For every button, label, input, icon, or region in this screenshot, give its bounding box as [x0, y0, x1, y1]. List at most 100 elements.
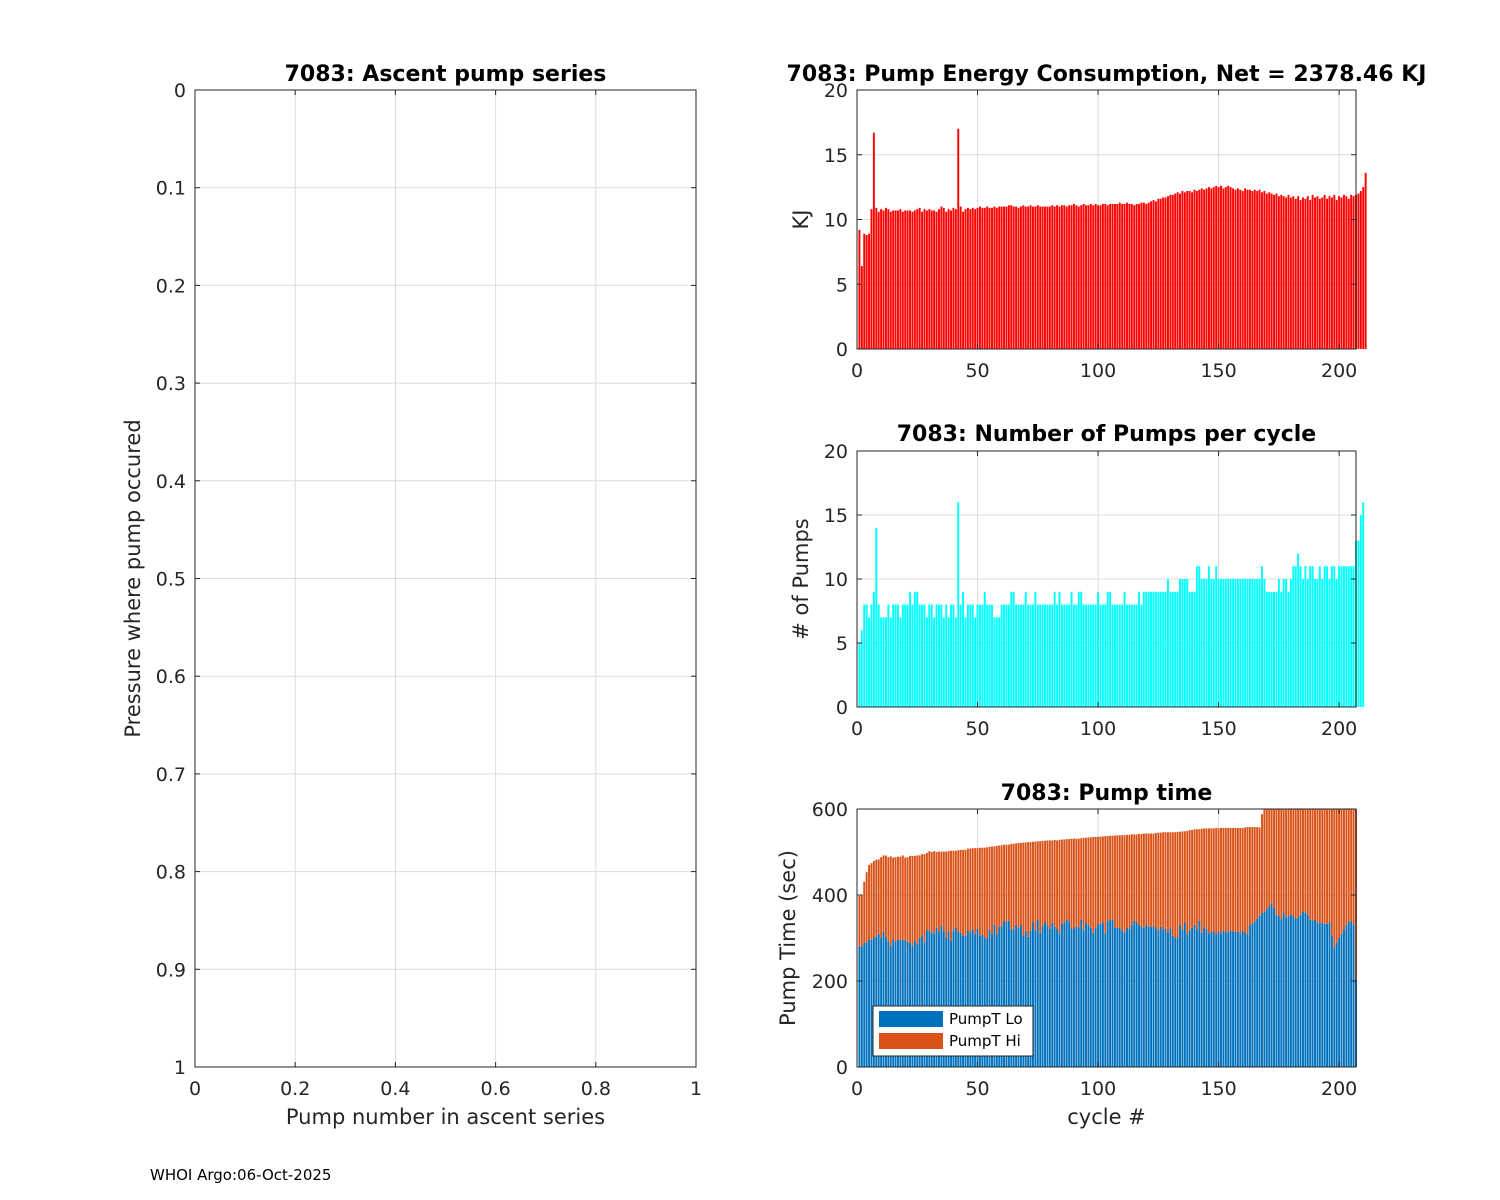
pumpt-hi-bar [1280, 809, 1283, 920]
legend-swatch [879, 1011, 943, 1027]
pumpt-hi-bar [1241, 827, 1244, 931]
pumpt-lo-bar [988, 929, 991, 1067]
energy-bar [1087, 205, 1090, 349]
energy-bar [863, 233, 866, 349]
chart-title: 7083: Pump Energy Consumption, Net = 237… [787, 62, 1427, 87]
pumpt-lo-bar [1085, 922, 1087, 1067]
pump-count-bar [940, 604, 943, 707]
pumpt-lo-bar [1099, 923, 1102, 1067]
energy-bar [1188, 191, 1191, 349]
x-tick-label: 0.6 [480, 1078, 510, 1100]
pumpt-lo-bar [974, 934, 977, 1067]
pumpt-hi-bar [1265, 809, 1268, 910]
pumpt-hi-bar [937, 851, 940, 932]
pumpt-lo-bar [986, 938, 989, 1067]
energy-bar [1068, 205, 1071, 349]
pumpt-lo-bar [1118, 928, 1121, 1067]
energy-bar [1104, 203, 1107, 349]
pump-count-bar [959, 604, 962, 707]
pumpt-lo-bar [957, 931, 960, 1067]
y-tick-label: 0.7 [156, 764, 186, 786]
energy-bar [889, 211, 892, 349]
y-tick-label: 0 [836, 1057, 848, 1079]
pump-count-bar [1229, 579, 1232, 707]
pump-count-bar [1297, 553, 1300, 707]
energy-bar [1058, 206, 1061, 349]
pumpt-lo-bar [1169, 928, 1172, 1067]
energy-bar [1111, 203, 1114, 349]
pump-count-bar [1080, 591, 1083, 707]
pumpt-lo-bar [1229, 930, 1232, 1067]
pumpt-hi-bar [1029, 842, 1032, 931]
pumpt-lo-bar [1323, 923, 1326, 1067]
energy-bar [1285, 197, 1288, 349]
y-tick-label: 20 [824, 80, 848, 102]
pump-count-bar [1058, 591, 1061, 707]
pump-count-bar [1154, 591, 1157, 707]
pump-count-bar [1053, 591, 1056, 707]
pump-count-bar [1097, 591, 1100, 707]
pumpt-lo-bar [1302, 911, 1304, 1067]
energy-bar [1232, 188, 1235, 349]
pumpt-lo-bar [918, 938, 921, 1067]
pump-count-bar [1022, 604, 1025, 707]
pump-count-bar [1335, 579, 1338, 707]
pumpt-hi-bar [1188, 830, 1191, 931]
energy-bar [892, 210, 895, 349]
pump-count-bar [930, 604, 933, 707]
energy-bar [1241, 191, 1244, 349]
energy-bar [1347, 198, 1350, 349]
pumpt-lo-bar [971, 929, 974, 1067]
energy-bar [901, 211, 904, 349]
pumpt-hi-bar [1306, 809, 1309, 915]
energy-bar [1210, 188, 1213, 349]
pump-count-bar [1142, 591, 1145, 707]
y-tick-label: 5 [836, 274, 848, 296]
pump-count-bar [950, 604, 952, 707]
pump-count-bar [899, 617, 902, 707]
pumpt-lo-bar [1154, 928, 1157, 1067]
pump-count-bar [1128, 604, 1131, 707]
pumpt-hi-bar [1077, 838, 1080, 928]
pump-count-bar [1253, 579, 1256, 707]
pumpt-hi-bar [1234, 827, 1237, 932]
pumpt-lo-bar [1188, 930, 1191, 1067]
energy-bar [1157, 198, 1160, 349]
energy-bar [1179, 193, 1181, 349]
pump-count-bar [1198, 566, 1201, 707]
chart-title: 7083: Pump time [1001, 781, 1213, 806]
energy-bar [1092, 205, 1095, 349]
pumpt-hi-bar [906, 857, 909, 942]
pumpt-lo-bar [1183, 922, 1186, 1067]
pump-count-bar [1048, 604, 1051, 707]
pump-count-bar [1159, 591, 1162, 707]
energy-bar [906, 210, 909, 349]
energy-bar [974, 209, 977, 349]
energy-bar [1181, 191, 1184, 349]
pumpt-lo-bar [952, 930, 955, 1067]
pumpt-hi-bar [1003, 844, 1006, 921]
pumpt-lo-bar [1152, 926, 1155, 1067]
pumpt-hi-bar [998, 845, 1001, 927]
pump-count-bar [1362, 502, 1365, 707]
pumpt-hi-bar [1258, 827, 1261, 916]
energy-bar [1215, 185, 1218, 349]
pump-count-bar [1340, 566, 1343, 707]
pumpt-lo-bar [1080, 919, 1083, 1067]
pump-count-bar [1169, 591, 1172, 707]
pumpt-lo-bar [945, 938, 948, 1067]
energy-bar [945, 211, 948, 349]
pumpt-lo-bar [978, 935, 981, 1067]
pumpt-lo-bar [1036, 919, 1039, 1067]
pumpt-hi-bar [1152, 833, 1155, 927]
pumpt-lo-bar [1239, 933, 1242, 1067]
pumpt-hi-bar [1140, 833, 1143, 927]
pumpt-hi-bar [1133, 834, 1136, 921]
energy-bar [1275, 193, 1278, 349]
y-axis-label: KJ [789, 210, 813, 230]
energy-bar [913, 210, 916, 349]
pump-count-bar [1015, 604, 1018, 707]
energy-bar [1077, 206, 1080, 349]
pumpt-hi-bar [899, 856, 902, 940]
